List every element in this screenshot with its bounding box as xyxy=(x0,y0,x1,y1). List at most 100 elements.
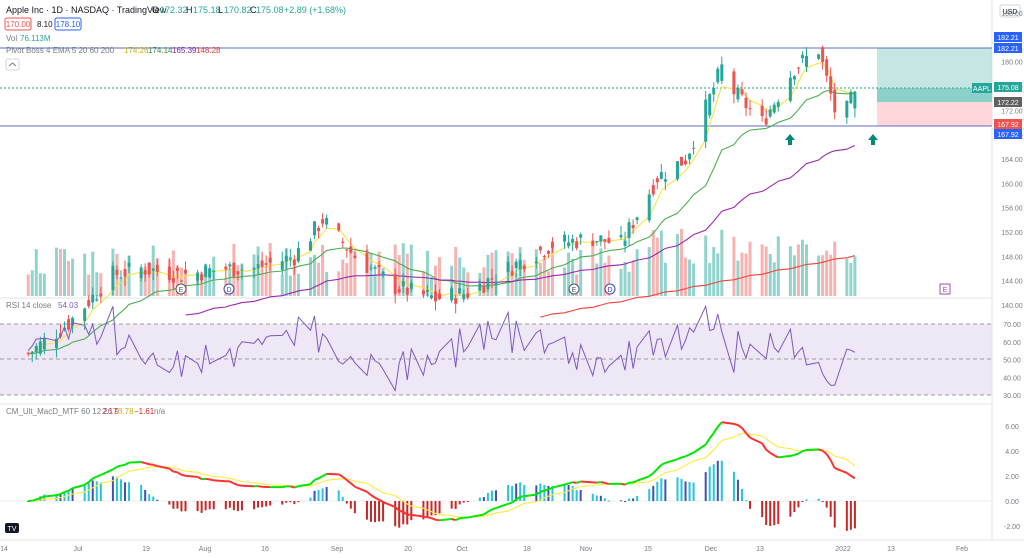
buy-arrow-icon[interactable] xyxy=(785,134,795,145)
volume-bar xyxy=(716,253,720,296)
symbol-title[interactable]: Apple Inc · 1D · NASDAQ · TradingView xyxy=(6,5,167,15)
histogram-bar xyxy=(152,496,155,501)
macd-segment xyxy=(459,516,464,520)
candle-body xyxy=(833,89,837,113)
macd-segment xyxy=(378,498,384,503)
histogram-bar xyxy=(692,482,695,501)
macd-axis[interactable]: 6.00 4.00 2.00 0.00 -2.00 xyxy=(1004,424,1020,531)
candle-body xyxy=(736,87,740,100)
volume-bar xyxy=(175,265,179,296)
rsi-tick-label: 50.00 xyxy=(1003,358,1021,365)
ema-indicator-label[interactable]: Pivot Boss 4 EMA 5 20 60 200 xyxy=(6,46,115,55)
candle-body xyxy=(309,241,313,251)
tradingview-logo-icon: TV xyxy=(8,526,17,533)
volume-bar xyxy=(514,273,518,296)
currency-selector[interactable]: USD xyxy=(999,4,1021,18)
histogram-bar xyxy=(365,501,368,520)
macd-tick-label: 4.00 xyxy=(1005,449,1019,456)
candle-body xyxy=(167,266,171,281)
rsi-axis[interactable]: 70.00 60.00 50.00 40.00 30.00 xyxy=(1003,322,1021,400)
candle-body xyxy=(321,219,325,224)
candle-body xyxy=(704,99,708,142)
volume-bar xyxy=(139,273,143,296)
buy-arrow-icon[interactable] xyxy=(868,134,878,145)
volume-bar xyxy=(853,256,857,296)
ohlc-values: O 172.32 H 175.18 L 170.82 C 175.08 +2.8… xyxy=(152,5,346,15)
bid-box[interactable]: 170.00 xyxy=(4,17,32,31)
candle-body xyxy=(817,54,821,59)
candle-body xyxy=(232,262,236,277)
price-tick-label: 160.00 xyxy=(1001,181,1023,188)
macd-segment xyxy=(31,498,37,502)
histogram-bar xyxy=(789,501,792,517)
macd-segment xyxy=(181,473,186,477)
volume-bar xyxy=(595,263,599,296)
volume-label[interactable]: Vol xyxy=(6,34,17,43)
volume-bar xyxy=(607,255,611,296)
event-marker-earnings-upcoming[interactable]: E xyxy=(939,283,951,295)
candle-body xyxy=(123,268,127,277)
price-tick-label: 188.00 xyxy=(1001,11,1023,18)
macd-tick-label: -2.00 xyxy=(1004,524,1020,531)
risk-zone[interactable] xyxy=(877,102,992,126)
event-marker-dividend[interactable]: D xyxy=(223,283,235,295)
volume-bar xyxy=(321,244,325,296)
macd-segment xyxy=(342,476,348,481)
volume-bar xyxy=(603,262,607,296)
volume-bar xyxy=(748,241,752,296)
histogram-bar xyxy=(59,493,62,501)
histogram-bar xyxy=(676,477,679,501)
histogram-bar xyxy=(708,466,711,501)
ask-box[interactable]: 178.10 xyxy=(54,17,82,31)
reward-zone[interactable] xyxy=(877,48,992,88)
time-tick-label: 18 xyxy=(523,546,531,553)
time-tick-label: Sep xyxy=(331,546,344,553)
histogram-bar xyxy=(478,497,481,501)
histogram-bar xyxy=(208,501,211,510)
candle-body xyxy=(224,266,228,270)
rsi-label[interactable]: RSI 14 close xyxy=(6,301,52,310)
macd-segment xyxy=(168,467,174,473)
candle-body xyxy=(853,91,857,109)
macd-label[interactable]: CM_Ult_MacD_MTF 60 12 26 9 xyxy=(6,407,119,416)
candle-body xyxy=(684,160,688,165)
volume-bar xyxy=(623,261,627,296)
entry-zone[interactable] xyxy=(877,88,992,102)
candle-body xyxy=(208,268,212,278)
histogram-bar xyxy=(458,501,461,505)
candle-body xyxy=(490,278,494,280)
rsi-value: 54.03 xyxy=(58,301,79,310)
histogram-bar xyxy=(736,479,739,501)
candle-body xyxy=(421,290,425,295)
macd-segment xyxy=(116,464,122,468)
volume-bar xyxy=(183,273,187,296)
event-marker-earnings[interactable]: E xyxy=(568,283,580,295)
volume-bar xyxy=(567,252,571,296)
candle-body xyxy=(716,68,720,83)
tradingview-logo[interactable]: TV xyxy=(5,523,19,533)
event-marker-earnings[interactable]: E xyxy=(175,283,187,295)
macd-segment xyxy=(749,436,763,445)
volume-bar xyxy=(825,250,829,296)
volume-bar xyxy=(546,271,550,296)
collapse-legend-button[interactable] xyxy=(5,58,20,71)
macd-segment xyxy=(821,449,828,455)
volume-bar xyxy=(26,274,30,296)
volume-bar xyxy=(228,269,232,296)
volume-bar xyxy=(534,249,538,296)
event-marker-dividend[interactable]: D xyxy=(604,283,616,295)
volume-bar xyxy=(651,230,655,296)
histogram-bar xyxy=(769,501,772,526)
histogram-bar xyxy=(777,501,780,524)
time-tick-label: 19 xyxy=(142,546,150,553)
volume-bar xyxy=(67,261,71,296)
volume-bar xyxy=(627,271,631,296)
histogram-bar xyxy=(632,498,635,501)
macd-segment xyxy=(96,474,102,478)
time-axis[interactable]: 14 Jul 19 Aug 16 Sep 20 Oct 18 Nov 15 Dec 13 2022 13 Fe… xyxy=(0,546,968,553)
candle-body xyxy=(796,67,800,69)
price-candles[interactable] xyxy=(26,45,857,363)
macd-segment xyxy=(435,518,440,522)
histogram-bar xyxy=(652,485,655,501)
